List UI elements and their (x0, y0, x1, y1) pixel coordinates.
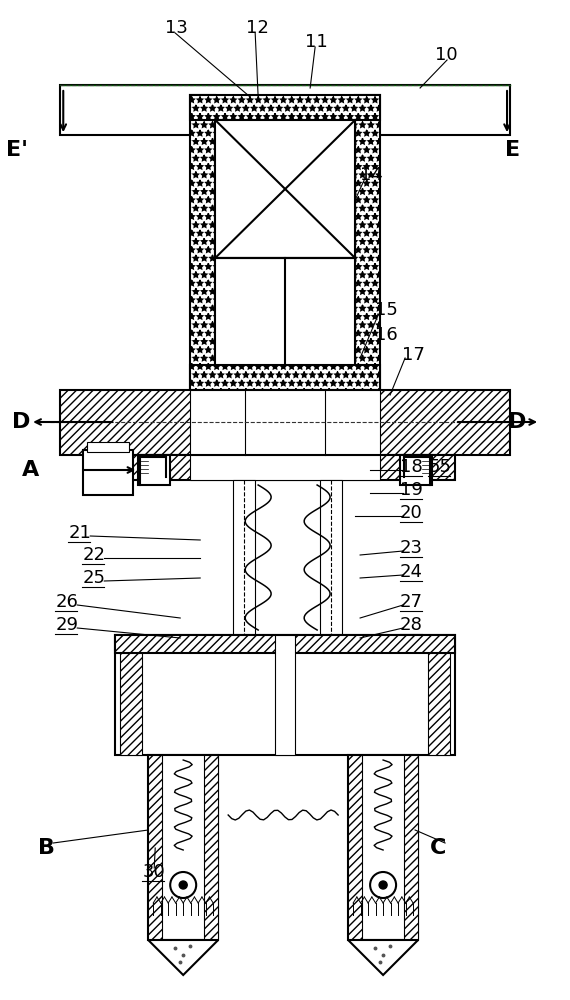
Bar (275, 635, 295, 755)
Bar (60, 390, 510, 455)
Text: 18: 18 (400, 458, 423, 476)
Text: 22: 22 (82, 546, 105, 564)
Text: 19: 19 (400, 481, 423, 499)
Text: 23: 23 (400, 539, 423, 557)
Bar (190, 365, 380, 390)
Bar (355, 95, 380, 390)
Text: 55: 55 (428, 458, 451, 476)
Bar (348, 755, 362, 940)
Text: 17: 17 (402, 346, 425, 364)
Bar (190, 95, 215, 390)
Bar (233, 480, 255, 635)
Polygon shape (348, 940, 418, 975)
Text: C: C (430, 838, 446, 858)
Text: 12: 12 (246, 19, 269, 37)
Text: 29: 29 (55, 616, 78, 634)
Text: 27: 27 (400, 593, 423, 611)
Bar (215, 120, 355, 258)
Text: 30: 30 (142, 863, 165, 881)
Bar (348, 755, 418, 940)
Text: 25: 25 (82, 569, 105, 587)
Bar (148, 755, 218, 940)
Text: 24: 24 (400, 563, 423, 581)
Bar (215, 258, 355, 365)
Bar (190, 455, 380, 480)
Circle shape (379, 881, 387, 889)
Bar (115, 635, 455, 653)
Bar (204, 755, 218, 940)
Text: 14: 14 (360, 166, 383, 184)
Text: 21: 21 (68, 524, 91, 542)
Text: A: A (22, 460, 39, 480)
Text: 15: 15 (375, 301, 398, 319)
Bar (120, 653, 142, 755)
Text: 11: 11 (305, 33, 328, 51)
Text: 28: 28 (400, 616, 423, 634)
Bar (190, 95, 380, 120)
Text: 13: 13 (165, 19, 188, 37)
Bar (190, 390, 380, 455)
Bar (87, 442, 129, 452)
Text: 20: 20 (400, 504, 423, 522)
Polygon shape (148, 940, 218, 975)
Bar (60, 85, 510, 135)
Text: 10: 10 (435, 46, 458, 64)
Bar (115, 635, 455, 755)
Text: D: D (508, 412, 527, 432)
Bar (148, 755, 162, 940)
Text: E: E (505, 140, 520, 160)
Bar (320, 480, 342, 635)
Bar (139, 455, 170, 485)
Circle shape (179, 881, 187, 889)
Text: 26: 26 (55, 593, 78, 611)
Bar (428, 653, 450, 755)
Bar (404, 755, 418, 940)
Text: E': E' (6, 140, 29, 160)
Bar (83, 450, 133, 495)
Text: D: D (13, 412, 31, 432)
Text: 16: 16 (375, 326, 398, 344)
Text: B: B (38, 838, 55, 858)
Bar (115, 455, 455, 480)
Bar (400, 455, 432, 485)
